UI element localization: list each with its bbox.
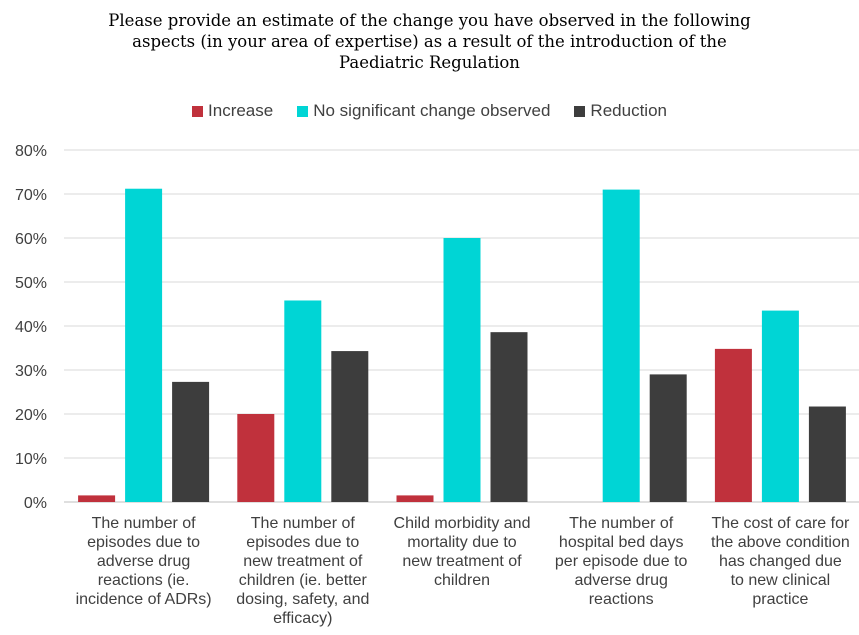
x-tick-label-line: reactions bbox=[588, 591, 654, 608]
x-tick-label-line: The number of bbox=[91, 515, 196, 532]
x-tick-label-line: per episode due to bbox=[554, 553, 688, 570]
chart-title-line: aspects (in your area of expertise) as a… bbox=[132, 32, 727, 51]
y-tick-label: 50% bbox=[15, 275, 47, 292]
chart-title-line: Please provide an estimate of the change… bbox=[108, 11, 751, 30]
x-tick-label-line: Child morbidity and bbox=[393, 515, 531, 532]
bar bbox=[396, 495, 434, 502]
legend-swatch-no-change bbox=[297, 105, 309, 117]
bar bbox=[172, 381, 210, 502]
x-tick-label: The number of hospital bed days per episod… bbox=[541, 514, 701, 609]
bar bbox=[125, 188, 163, 502]
y-tick-label: 10% bbox=[15, 451, 47, 468]
x-tick-label: The number of episodes due to new treatmen… bbox=[223, 514, 383, 628]
x-tick-label-line: new treatment of bbox=[402, 553, 522, 570]
x-tick-label-line: mortality due to bbox=[407, 534, 517, 551]
bar bbox=[761, 310, 799, 502]
legend-item-increase: Increase bbox=[192, 101, 273, 121]
y-tick-label: 70% bbox=[15, 187, 47, 204]
bar bbox=[714, 348, 752, 502]
x-tick-label-line: practice bbox=[752, 591, 809, 608]
bar bbox=[78, 495, 116, 502]
x-tick-label: The number of episodes due to adverse drug… bbox=[64, 514, 224, 609]
x-tick-label-line: The number of bbox=[250, 515, 355, 532]
bar bbox=[331, 351, 369, 502]
x-tick-label-line: new treatment of bbox=[243, 553, 363, 570]
x-tick-label-line: adverse drug bbox=[574, 572, 668, 589]
y-tick-label: 30% bbox=[15, 363, 47, 380]
chart-title: Please provide an estimate of the change… bbox=[0, 10, 859, 73]
x-tick-label-line: The number of bbox=[569, 515, 674, 532]
x-tick-label-line: the above condition bbox=[711, 534, 850, 551]
x-tick-label-line: has changed due bbox=[719, 553, 842, 570]
x-tick-label-line: adverse drug bbox=[96, 553, 191, 570]
y-tick-label: 20% bbox=[15, 407, 47, 424]
chart-title-line: Paediatric Regulation bbox=[339, 53, 520, 72]
bar bbox=[649, 374, 687, 502]
x-tick-label-line: efficacy) bbox=[273, 610, 333, 627]
bar bbox=[237, 414, 275, 502]
bar bbox=[808, 406, 846, 502]
y-tick-label: 60% bbox=[15, 231, 47, 248]
bar bbox=[284, 300, 322, 502]
legend-swatch-reduction bbox=[574, 105, 586, 117]
legend-item-no-change: No significant change observed bbox=[297, 101, 550, 121]
x-tick-label-line: to new clinical bbox=[730, 572, 831, 589]
x-tick-label-line: incidence of ADRs) bbox=[75, 591, 212, 608]
x-tick-label-line: dosing, safety, and bbox=[236, 591, 370, 608]
x-tick-label: Child morbidity and mortality due to new t… bbox=[382, 514, 542, 590]
legend-label-reduction: Reduction bbox=[590, 101, 667, 120]
legend-swatch-increase bbox=[192, 105, 204, 117]
bar bbox=[602, 189, 640, 502]
x-tick-label-line: children bbox=[433, 572, 491, 589]
x-tick-label-line: episodes due to bbox=[246, 534, 360, 551]
x-tick-label-line: reactions (ie. bbox=[97, 572, 190, 589]
bar bbox=[443, 238, 481, 502]
chart-legend: Increase No significant change observed … bbox=[0, 101, 859, 121]
x-tick-label-line: children (ie. better bbox=[238, 572, 367, 589]
x-tick-label-line: The cost of care for bbox=[711, 515, 850, 532]
bar bbox=[490, 332, 528, 502]
x-tick-label: The cost of care for the above condition h… bbox=[700, 514, 859, 609]
legend-label-no-change: No significant change observed bbox=[313, 101, 551, 120]
legend-item-reduction: Reduction bbox=[574, 101, 667, 121]
y-tick-label: 80% bbox=[15, 143, 47, 160]
legend-label-increase: Increase bbox=[208, 101, 274, 120]
y-tick-label: 40% bbox=[15, 319, 47, 336]
x-tick-label-line: hospital bed days bbox=[558, 534, 684, 551]
x-tick-label-line: episodes due to bbox=[87, 534, 201, 551]
y-tick-label: 0% bbox=[24, 495, 47, 512]
